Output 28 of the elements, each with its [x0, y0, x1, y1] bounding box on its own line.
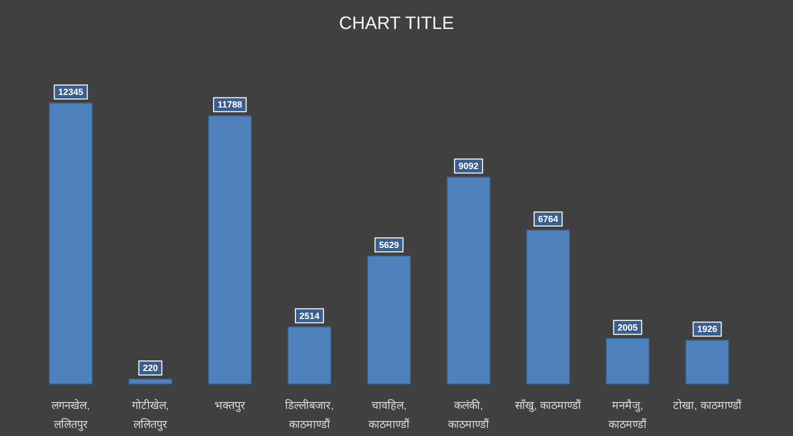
bar	[606, 338, 650, 384]
x-tick-label: कलंकी, काठमाण्डौं	[448, 399, 490, 431]
data-label: 9092	[458, 161, 479, 172]
bar	[287, 326, 332, 384]
x-tick-label: साँखु, काठमाण्डौं	[515, 399, 582, 412]
x-tick-label: भक्तपुर	[214, 400, 246, 412]
x-tick-label: लगनखेल, ललितपुर	[52, 399, 90, 431]
data-label: 6764	[538, 214, 558, 224]
x-tick-label: डिल्लीबजार, काठमाण्डौं	[284, 399, 334, 431]
data-label: 11788	[218, 100, 242, 110]
data-label: 12345	[58, 87, 84, 97]
data-label: 2005	[618, 322, 638, 332]
x-tick-label: चावहिल, काठमाण्डौं	[368, 399, 410, 431]
bar	[446, 176, 491, 384]
data-label: 2514	[299, 310, 320, 321]
data-label: 5629	[378, 240, 400, 250]
x-tick-label: गोटीखेल, ललितपुर	[132, 399, 169, 431]
bar	[128, 378, 172, 384]
chart-title: CHART TITLE	[338, 13, 454, 33]
bar	[367, 255, 411, 384]
bar	[48, 102, 93, 384]
bar	[526, 230, 570, 384]
x-tick-label: मनमैजु, काठमण्डौं	[608, 399, 647, 431]
data-label: 1926	[697, 324, 718, 334]
data-label: 220	[142, 362, 158, 373]
bar	[685, 340, 730, 384]
bar	[208, 115, 252, 384]
x-tick-label: टोखा, काठमाण्डौं	[673, 399, 742, 412]
